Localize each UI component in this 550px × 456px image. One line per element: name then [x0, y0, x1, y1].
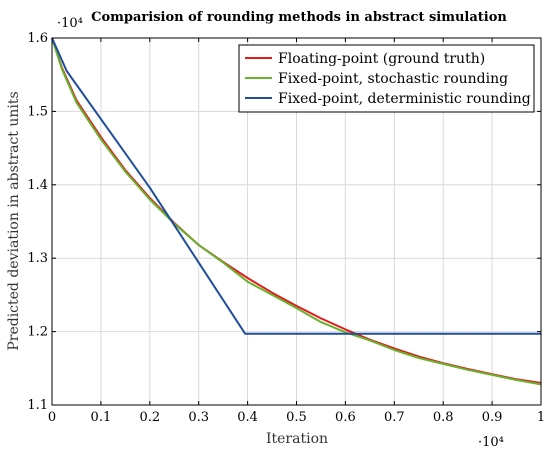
- legend-label-stochastic: Fixed-point, stochastic rounding: [278, 71, 508, 87]
- x-tick-label: 0.9: [482, 410, 503, 425]
- y-axis-label: Predicted deviation in abstract units: [6, 91, 22, 350]
- legend-label-floating-point: Floating-point (ground truth): [278, 51, 485, 67]
- x-tick-label: 0.2: [139, 410, 160, 425]
- x-tick-label: 0.8: [433, 410, 454, 425]
- x-tick-label: 0.5: [286, 410, 307, 425]
- series-lines: [51, 37, 542, 386]
- x-tick-label: 0: [48, 410, 56, 425]
- x-tick-labels: 0 0.1 0.2 0.3 0.4 0.5 0.6 0.7 0.8 0.9 1: [48, 410, 545, 425]
- x-tick-label: 0.7: [384, 410, 405, 425]
- series-line-stochastic: [51, 37, 542, 386]
- y-tick-label: 1.3: [27, 251, 48, 266]
- x-tick-label: 1: [537, 410, 545, 425]
- legend-label-deterministic: Fixed-point, deterministic rounding: [278, 91, 531, 107]
- legend: Floating-point (ground truth) Fixed-point…: [238, 44, 535, 113]
- y-scale-label: ·10⁴: [57, 16, 83, 31]
- y-tick-label: 1.2: [27, 325, 48, 340]
- y-tick-labels: 1.1 1.2 1.3 1.4 1.5 1.6: [27, 31, 48, 413]
- x-tick-label: 0.4: [237, 410, 258, 425]
- y-tick-label: 1.1: [27, 398, 48, 413]
- y-tick-label: 1.5: [27, 104, 48, 119]
- legend-box: [238, 44, 535, 113]
- y-tick-label: 1.4: [27, 178, 48, 193]
- tick-marks: [51, 37, 542, 406]
- x-tick-label: 0.1: [91, 410, 112, 425]
- x-scale-label: ·10⁴: [478, 435, 504, 450]
- chart-title: Comparision of rounding methods in abstr…: [91, 10, 507, 25]
- y-tick-label: 1.6: [27, 31, 48, 46]
- x-axis-label: Iteration: [266, 431, 328, 447]
- x-tick-label: 0.3: [188, 410, 209, 425]
- series-line-deterministic: [51, 37, 541, 335]
- x-tick-label: 0.6: [335, 410, 356, 425]
